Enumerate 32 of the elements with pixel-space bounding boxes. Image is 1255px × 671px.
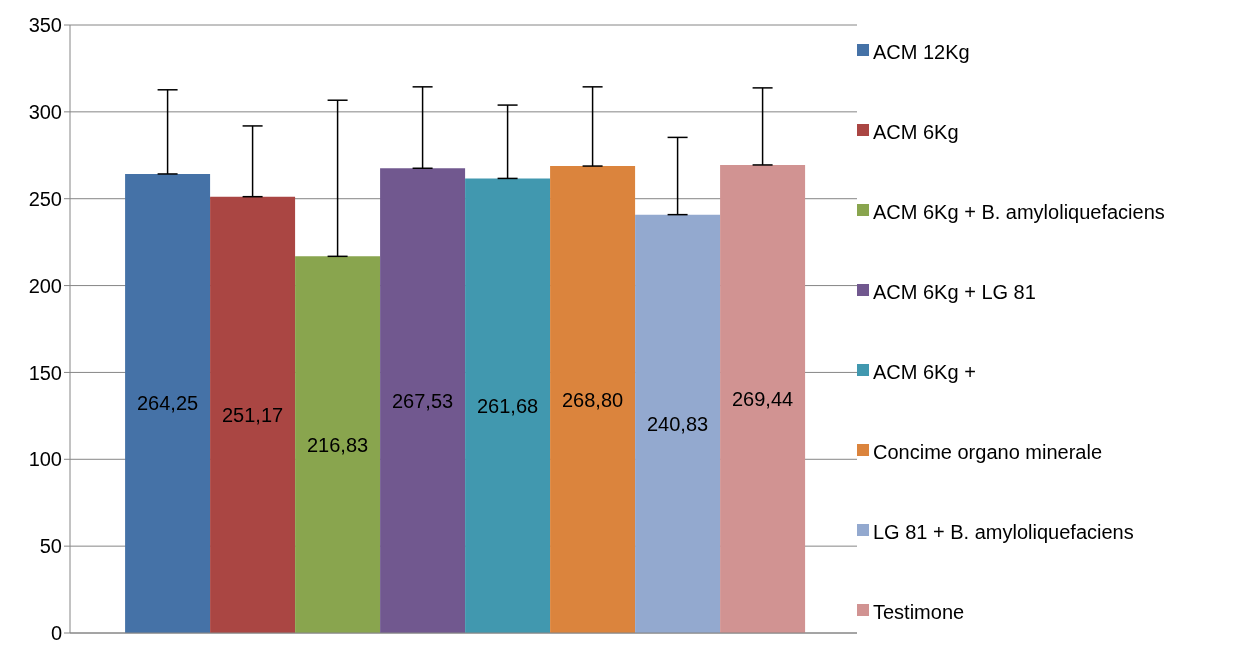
bar [125,173,211,633]
y-tick-label: 300 [28,100,62,123]
legend-label: ACM 6Kg + B. amyloliquefaciens [873,200,1165,225]
legend-label: ACM 12Kg [873,40,970,65]
data-label: 240,83 [647,412,709,435]
y-tick-label: 200 [28,274,62,297]
data-label: 269,44 [732,387,794,410]
data-label: 261,68 [477,394,539,417]
y-tick-label: 0 [50,622,62,645]
legend-label: Concime organo minerale [873,440,1103,465]
legend-label: ACM 6Kg [873,120,959,145]
y-tick-label: 150 [28,361,62,384]
bar [380,168,466,633]
legend-label: ACM 6Kg + LG 81 [873,280,1036,305]
legend-label: LG 81 + B. amyloliquefaciens [873,520,1134,545]
bar [295,256,381,633]
y-tick-label: 100 [28,448,62,471]
bar [635,214,721,633]
bar [465,178,551,633]
y-tick-label: 250 [28,187,62,210]
data-label: 267,53 [392,389,454,412]
bar [720,164,806,633]
bar [550,166,636,633]
y-tick-label: 50 [39,535,62,558]
data-label: 251,17 [222,403,284,426]
data-label: 264,25 [137,392,199,415]
y-tick-label: 350 [28,14,62,37]
legend-label: ACM 6Kg + [873,360,976,385]
data-label: 216,83 [307,433,369,456]
legend-label: Testimone [873,600,965,625]
bar [210,196,296,633]
data-label: 268,80 [562,388,624,411]
